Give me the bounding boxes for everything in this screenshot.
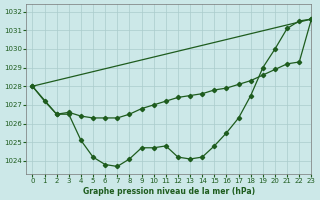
X-axis label: Graphe pression niveau de la mer (hPa): Graphe pression niveau de la mer (hPa) (83, 187, 255, 196)
